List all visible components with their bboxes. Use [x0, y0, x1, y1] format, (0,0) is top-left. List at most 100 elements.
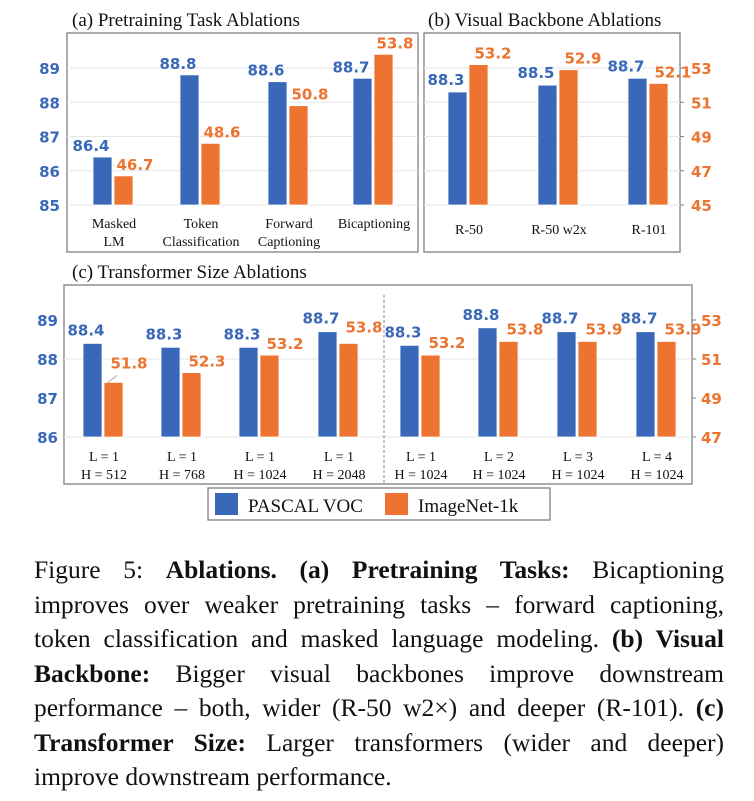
panel-c-bar-pascal [399, 344, 420, 438]
panel-a-category-0-line-1: LM [104, 235, 126, 250]
panel-a-label-pascal: 88.6 [247, 62, 284, 80]
panel-b-bar-imagenet [558, 69, 579, 206]
panel-b-label-pascal: 88.7 [607, 57, 644, 75]
panel-b-category-0-line-0: R-50 [455, 223, 483, 238]
panel-c-title: (c) Transformer Size Ablations [72, 262, 307, 283]
panel-b-bar-imagenet [468, 64, 489, 206]
panel-c-bar-pascal [317, 331, 338, 438]
panel-a-label-imagenet: 53.8 [376, 34, 413, 52]
panel-c-category-right-2-line-1: H = 1024 [551, 468, 604, 483]
panel-a-bar-pascal [352, 77, 373, 206]
panel-c-label-pascal: 88.7 [541, 310, 578, 328]
panel-c-bar-imagenet [103, 381, 124, 438]
panel-c-label-pascal: 88.7 [620, 310, 657, 328]
panel-c-right-tick: 47 [701, 429, 722, 447]
panel-c-bar-imagenet [420, 354, 441, 438]
panel-c-label-imagenet: 51.8 [110, 354, 147, 372]
panel-a-frame [66, 32, 419, 253]
panel-a-label-imagenet: 46.7 [116, 156, 153, 174]
panel-c-right-tick: 51 [701, 351, 722, 369]
panel-c-label-pascal: 88.3 [223, 325, 260, 343]
legend-box [207, 487, 551, 521]
panel-b-label-imagenet: 53.2 [474, 45, 511, 63]
panel-b-category-2-line-0: R-101 [632, 223, 667, 238]
caption-part-1: Bicaptioning improves over weaker pretra… [34, 555, 725, 653]
panel-a-bar-pascal [179, 74, 200, 206]
panel-c-right-tick: 49 [701, 390, 722, 408]
panel-c-label-pascal: 88.4 [67, 321, 104, 339]
panel-c-label-imagenet: 53.8 [506, 320, 543, 338]
panel-b-label-pascal: 88.5 [517, 64, 554, 82]
panel-c-category-right-0-line-0: L = 1 [406, 450, 436, 465]
panel-c-category-left-0-line-0: L = 1 [89, 450, 119, 465]
panel-c-category-left-2-line-0: L = 1 [245, 450, 275, 465]
panel-b-right-tick: 49 [691, 129, 712, 147]
legend-swatch-imagenet [385, 493, 408, 515]
panel-a-title: (a) Pretraining Task Ablations [72, 10, 300, 31]
panel-b-bar-pascal [627, 77, 648, 206]
panel-c-bar-pascal [238, 346, 259, 438]
panel-a-left-tick: 87 [39, 129, 60, 147]
panel-a-left-tick: 86 [39, 163, 60, 181]
panel-c-left-tick: 86 [37, 429, 58, 447]
panel-a-label-pascal: 88.8 [159, 55, 196, 73]
panel-c-left-tick: 89 [37, 312, 58, 330]
panel-c-category-right-2-line-0: L = 3 [563, 450, 593, 465]
panel-c-label-pascal: 88.7 [302, 310, 339, 328]
panel-c-label-pascal: 88.3 [145, 325, 182, 343]
panel-b-title: (b) Visual Backbone Ablations [428, 10, 661, 31]
panel-a-bar-imagenet [373, 53, 394, 206]
panel-c-bar-pascal [477, 327, 498, 438]
panel-c-bar-imagenet [181, 372, 202, 438]
panel-c-category-left-3-line-1: H = 2048 [312, 468, 365, 483]
panel-b-right-tick: 51 [691, 94, 712, 112]
panel-c-label-leader-line [107, 375, 118, 383]
panel-c-category-right-0-line-1: H = 1024 [394, 468, 447, 483]
panel-c-label-imagenet: 53.2 [266, 335, 303, 353]
caption-part-3: Bigger visual backbones improve downstre… [34, 658, 724, 723]
legend-label-imagenet: ImageNet-1k [418, 496, 519, 517]
panel-a-category-1-line-1: Classification [163, 235, 240, 250]
panel-a-bar-imagenet [113, 175, 134, 206]
panel-c-category-left-0-line-1: H = 512 [81, 468, 127, 483]
panel-a-bar-pascal [92, 156, 113, 206]
panel-b-right-tick: 53 [691, 60, 712, 78]
panel-c-label-imagenet: 53.9 [585, 320, 622, 338]
panel-c-bar-imagenet [656, 341, 677, 438]
panel-c-bar-imagenet [259, 354, 280, 438]
panel-a-bar-pascal [267, 81, 288, 206]
legend-label-pascal: PASCAL VOC [248, 496, 363, 517]
panel-a-left-tick: 89 [39, 60, 60, 78]
panel-a-category-3-line-0: Bicaptioning [338, 217, 410, 232]
panel-c-bar-pascal [160, 346, 181, 438]
panel-a-category-1-line-0: Token [184, 217, 219, 232]
panel-c-label-imagenet: 53.9 [664, 320, 701, 338]
panel-b-frame [423, 32, 681, 253]
panel-c-left-tick: 88 [37, 351, 58, 369]
panel-a-left-tick: 88 [39, 94, 60, 112]
panel-c-bar-pascal [556, 331, 577, 438]
panel-c-frame [63, 284, 693, 485]
panel-a-label-imagenet: 50.8 [291, 86, 328, 104]
panel-a-label-pascal: 88.7 [332, 58, 369, 76]
panel-a-bar-imagenet [288, 105, 309, 206]
panel-c-category-right-1-line-0: L = 2 [484, 450, 514, 465]
panel-c-label-pascal: 88.8 [462, 306, 499, 324]
panel-b-bar-pascal [447, 91, 468, 206]
panel-a-left-tick: 85 [39, 197, 60, 215]
panel-c-category-right-1-line-1: H = 1024 [472, 468, 525, 483]
figure-5-ablation-charts: (a) Pretraining Task Ablations 85 86 87 88 89… [37, 10, 722, 521]
panel-c-label-imagenet: 53.8 [345, 319, 382, 337]
panel-c-bar-imagenet [577, 341, 598, 438]
panel-a-category-2-line-0: Forward [265, 217, 312, 232]
caption-part-4: (c) Transformer Size: [34, 693, 724, 757]
panel-b-label-imagenet: 52.1 [654, 63, 691, 81]
panel-c-left-tick: 87 [37, 390, 58, 408]
caption-part-5: Larger transformers (wider and deeper) i… [34, 727, 724, 792]
legend-swatch-pascal [215, 493, 238, 515]
panel-c-label-imagenet: 53.2 [428, 334, 465, 352]
panel-c-category-left-2-line-1: H = 1024 [233, 468, 286, 483]
panel-b-bar-imagenet [648, 83, 669, 206]
panel-b-right-tick: 47 [691, 163, 712, 181]
panel-c-bar-imagenet [338, 342, 359, 438]
